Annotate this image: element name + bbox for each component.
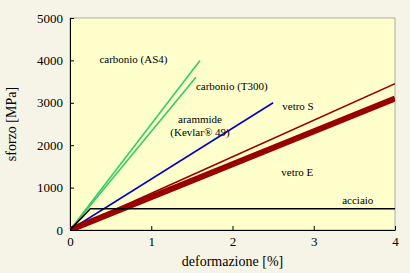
- y-tick: 4000: [37, 53, 74, 68]
- x-tick-label: 3: [311, 234, 318, 249]
- y-tick: 2000: [37, 138, 74, 153]
- series-label: vetro E: [281, 166, 313, 178]
- series-label: carbonio (AS4): [99, 53, 167, 66]
- y-tick: 3000: [37, 95, 74, 110]
- y-axis: 0 1000 2000 3000 4000 5000: [37, 11, 74, 238]
- y-tick-label: 2000: [37, 138, 63, 153]
- y-tick-mark: [70, 103, 74, 104]
- plot: 0 1 2 3 4 0 1000 2000 3000 4000 5000 carbonio (AS4)…: [37, 11, 399, 250]
- x-tick-mark: [314, 226, 315, 230]
- series-label: carbonio (T300): [196, 80, 268, 93]
- y-tick: 0: [57, 223, 75, 238]
- x-tick-mark: [233, 226, 234, 230]
- x-tick: 2: [230, 226, 237, 249]
- series-lines: [70, 60, 395, 230]
- x-tick-label: 4: [392, 234, 399, 249]
- series-line: [70, 84, 395, 230]
- x-tick-label: 2: [230, 234, 237, 249]
- y-tick-mark: [70, 145, 74, 146]
- y-tick-mark: [70, 18, 74, 19]
- y-tick-mark: [70, 188, 74, 189]
- plot-frame: [70, 18, 395, 230]
- x-tick: 3: [311, 226, 318, 249]
- y-tick: 1000: [37, 180, 74, 195]
- y-tick: 5000: [37, 11, 74, 26]
- x-tick-label: 1: [149, 234, 156, 249]
- x-tick-label: 0: [67, 234, 74, 249]
- x-axis: 0 1 2 3 4: [67, 226, 399, 249]
- chart: 0 1 2 3 4 0 1000 2000 3000 4000 5000 carbonio (AS4)…: [0, 0, 410, 273]
- x-tick: 1: [149, 226, 156, 249]
- series-line: [70, 103, 273, 230]
- y-axis-line: [70, 19, 71, 231]
- y-tick-label: 3000: [37, 95, 63, 110]
- series-line: [70, 99, 395, 230]
- y-tick-label: 4000: [37, 53, 63, 68]
- y-tick-mark: [70, 60, 74, 61]
- x-axis-line: [71, 230, 396, 231]
- series-label: arammide(Kevlar® 49): [170, 113, 230, 139]
- series-labels: carbonio (AS4) carbonio (T300) arammide(Ke…: [99, 53, 373, 206]
- x-tick: 4: [392, 226, 399, 249]
- series-label: acciaio: [342, 194, 374, 206]
- y-tick-mark: [70, 230, 74, 231]
- x-axis-title: deformazione [%]: [182, 254, 283, 269]
- series-line: [70, 209, 395, 230]
- y-tick-label: 0: [57, 223, 64, 238]
- series-label: vetro S: [282, 100, 313, 112]
- y-axis-title: sforzo [MPa]: [4, 87, 19, 161]
- y-tick-label: 5000: [37, 11, 63, 26]
- y-tick-label: 1000: [37, 180, 63, 195]
- x-tick-mark: [151, 226, 152, 230]
- x-tick-mark: [395, 226, 396, 230]
